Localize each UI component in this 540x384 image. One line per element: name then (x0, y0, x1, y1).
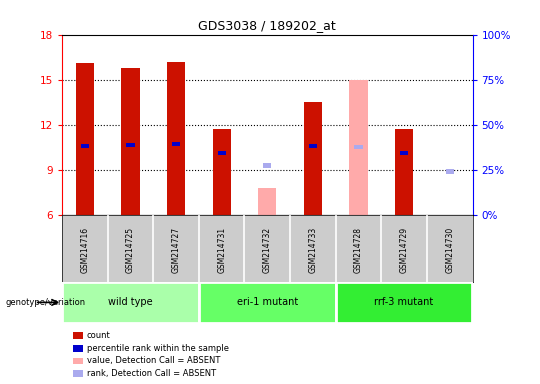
Text: count: count (87, 331, 111, 340)
Text: rrf-3 mutant: rrf-3 mutant (374, 297, 434, 308)
Text: genotype/variation: genotype/variation (5, 298, 85, 307)
Bar (213, 129, 231, 215)
Text: wild type: wild type (108, 297, 153, 308)
Text: GSM214725: GSM214725 (126, 227, 135, 273)
Bar (354, 144, 362, 149)
Bar (122, 68, 140, 215)
Text: GSM214732: GSM214732 (263, 227, 272, 273)
Text: GSM214729: GSM214729 (400, 227, 409, 273)
Bar (395, 129, 413, 215)
Text: rank, Detection Call = ABSENT: rank, Detection Call = ABSENT (87, 369, 216, 378)
Text: GSM214730: GSM214730 (445, 227, 454, 273)
Text: GSM214728: GSM214728 (354, 227, 363, 273)
Text: GSM214733: GSM214733 (308, 227, 318, 273)
Bar (76, 63, 94, 215)
Title: GDS3038 / 189202_at: GDS3038 / 189202_at (198, 19, 336, 32)
Text: value, Detection Call = ABSENT: value, Detection Call = ABSENT (87, 356, 220, 366)
Bar (336, 282, 472, 323)
Bar (446, 169, 454, 174)
Text: GSM214716: GSM214716 (80, 227, 90, 273)
Bar (199, 282, 336, 323)
Text: percentile rank within the sample: percentile rank within the sample (87, 344, 229, 353)
Text: eri-1 mutant: eri-1 mutant (237, 297, 298, 308)
Bar (172, 142, 180, 146)
Text: GSM214731: GSM214731 (217, 227, 226, 273)
Bar (304, 102, 322, 215)
Bar (258, 188, 276, 215)
Bar (309, 144, 317, 148)
Bar (218, 151, 226, 155)
Bar (126, 143, 134, 147)
Bar (81, 144, 89, 148)
Bar (400, 151, 408, 156)
Bar (167, 62, 185, 215)
Bar (263, 163, 272, 167)
Text: GSM214727: GSM214727 (172, 227, 180, 273)
Bar (62, 282, 199, 323)
Bar (349, 80, 368, 215)
